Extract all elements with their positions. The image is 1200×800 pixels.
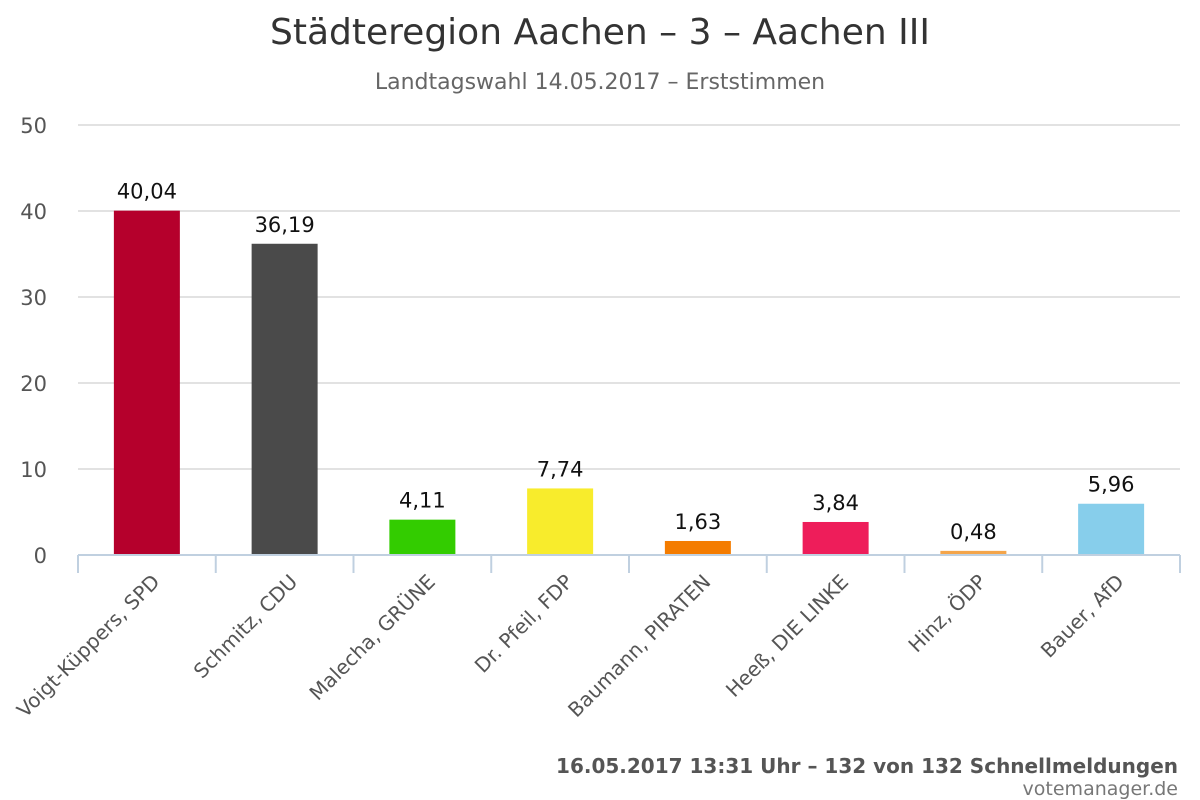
x-tick-label: Baumann, PIRATEN [563, 570, 715, 722]
bar [940, 550, 1007, 555]
x-tick-label: Schmitz, CDU [189, 570, 302, 683]
y-tick-label: 40 [20, 200, 47, 224]
data-label: 7,74 [537, 457, 584, 481]
data-label: 5,96 [1088, 473, 1135, 497]
data-label: 0,48 [950, 520, 997, 544]
bar [389, 519, 456, 555]
y-tick-label: 30 [20, 286, 47, 310]
bar [664, 540, 731, 555]
x-tick-label: Voigt-Küppers, SPD [12, 570, 165, 723]
x-tick-label: Hinz, ÖDP [903, 570, 990, 657]
data-label: 40,04 [117, 180, 177, 204]
footer-source: votemanager.de [1022, 778, 1178, 800]
data-label: 3,84 [812, 491, 859, 515]
x-tick-label: Dr. Pfeil, FDP [470, 570, 578, 678]
y-tick-label: 0 [34, 544, 47, 568]
data-label: 36,19 [255, 213, 315, 237]
bar [113, 210, 180, 555]
footer-status: 16.05.2017 13:31 Uhr – 132 von 132 Schne… [556, 754, 1178, 778]
y-tick-label: 10 [20, 458, 47, 482]
y-tick-label: 50 [20, 114, 47, 138]
chart-title: Städteregion Aachen – 3 – Aachen III [270, 12, 930, 53]
x-tick-label: Heeß, DIE LINKE [721, 570, 853, 702]
y-tick-label: 20 [20, 372, 47, 396]
data-label: 4,11 [399, 489, 446, 513]
chart-subtitle: Landtagswahl 14.05.2017 – Erststimmen [374, 70, 826, 95]
x-tick-label: Malecha, GRÜNE [304, 570, 440, 706]
bar [802, 521, 869, 555]
bar [527, 488, 594, 555]
bar [1078, 503, 1145, 555]
data-label: 1,63 [674, 510, 721, 534]
bar [251, 243, 318, 556]
x-tick-label: Bauer, AfD [1036, 570, 1129, 663]
